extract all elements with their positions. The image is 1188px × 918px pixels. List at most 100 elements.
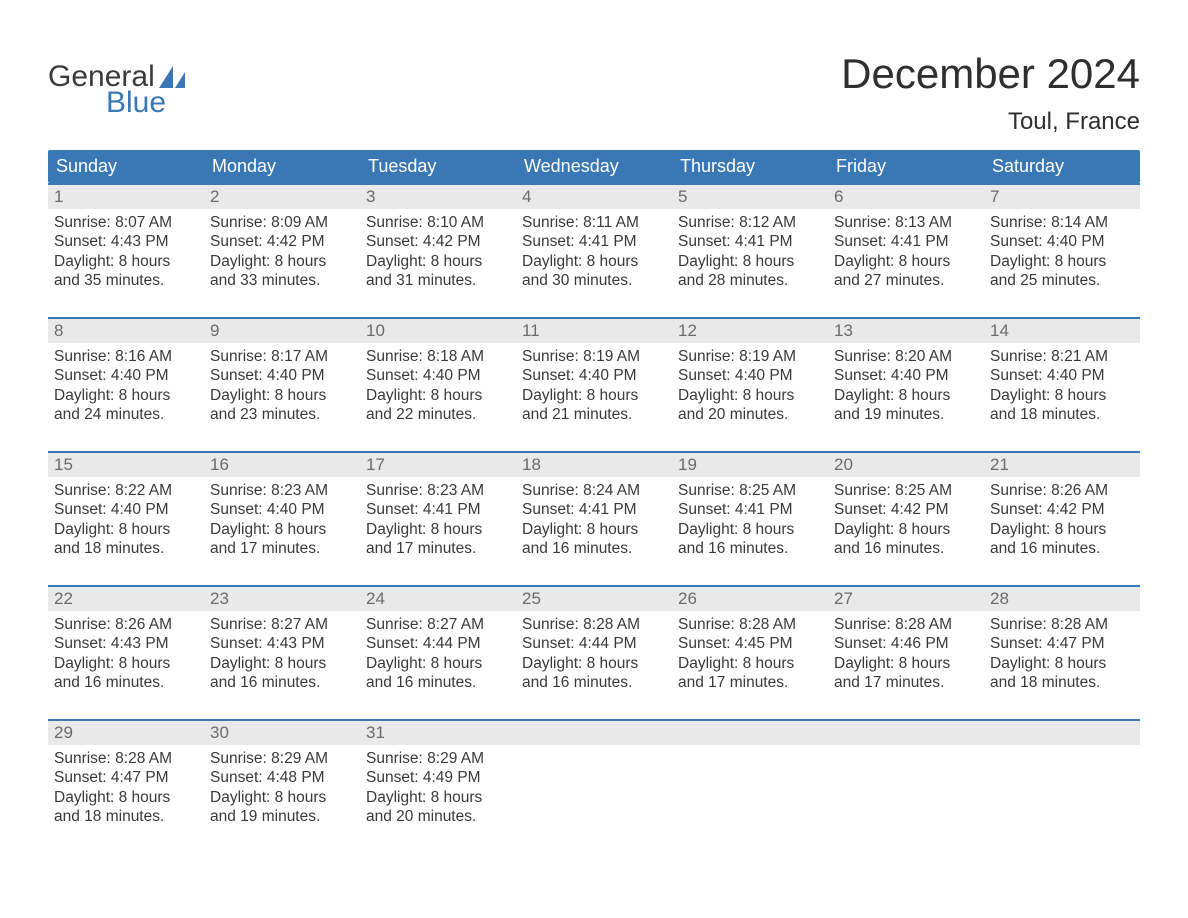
sunrise-line: Sunrise: 8:26 AM [990, 481, 1134, 500]
day-cell: 14Sunrise: 8:21 AMSunset: 4:40 PMDayligh… [984, 319, 1140, 437]
daylight-line: Daylight: 8 hours and 16 minutes. [678, 520, 822, 559]
day-body: Sunrise: 8:28 AMSunset: 4:44 PMDaylight:… [516, 611, 672, 699]
day-cell: 12Sunrise: 8:19 AMSunset: 4:40 PMDayligh… [672, 319, 828, 437]
day-number: 24 [360, 587, 516, 611]
sunrise-line: Sunrise: 8:16 AM [54, 347, 198, 366]
day-cell: 29Sunrise: 8:28 AMSunset: 4:47 PMDayligh… [48, 721, 204, 839]
day-body: Sunrise: 8:16 AMSunset: 4:40 PMDaylight:… [48, 343, 204, 431]
sunrise-line: Sunrise: 8:18 AM [366, 347, 510, 366]
day-number: 15 [48, 453, 204, 477]
weekday-label: Tuesday [360, 150, 516, 183]
day-number: 14 [984, 319, 1140, 343]
day-body: Sunrise: 8:23 AMSunset: 4:40 PMDaylight:… [204, 477, 360, 565]
day-cell: 22Sunrise: 8:26 AMSunset: 4:43 PMDayligh… [48, 587, 204, 705]
sunset-line: Sunset: 4:43 PM [54, 232, 198, 251]
day-body: Sunrise: 8:28 AMSunset: 4:47 PMDaylight:… [48, 745, 204, 833]
day-cell: 31Sunrise: 8:29 AMSunset: 4:49 PMDayligh… [360, 721, 516, 839]
day-body: Sunrise: 8:17 AMSunset: 4:40 PMDaylight:… [204, 343, 360, 431]
day-cell: 2Sunrise: 8:09 AMSunset: 4:42 PMDaylight… [204, 185, 360, 303]
sunset-line: Sunset: 4:41 PM [678, 232, 822, 251]
sunset-line: Sunset: 4:40 PM [54, 500, 198, 519]
day-body: Sunrise: 8:07 AMSunset: 4:43 PMDaylight:… [48, 209, 204, 297]
sunset-line: Sunset: 4:41 PM [522, 500, 666, 519]
day-cell: 15Sunrise: 8:22 AMSunset: 4:40 PMDayligh… [48, 453, 204, 571]
weekday-label: Friday [828, 150, 984, 183]
day-number [984, 721, 1140, 745]
day-number: 23 [204, 587, 360, 611]
sunset-line: Sunset: 4:40 PM [990, 232, 1134, 251]
brand-logo: General Blue [48, 50, 187, 118]
day-cell: 7Sunrise: 8:14 AMSunset: 4:40 PMDaylight… [984, 185, 1140, 303]
daylight-line: Daylight: 8 hours and 16 minutes. [210, 654, 354, 693]
day-body: Sunrise: 8:25 AMSunset: 4:41 PMDaylight:… [672, 477, 828, 565]
sunset-line: Sunset: 4:40 PM [522, 366, 666, 385]
day-cell: 3Sunrise: 8:10 AMSunset: 4:42 PMDaylight… [360, 185, 516, 303]
day-cell: 17Sunrise: 8:23 AMSunset: 4:41 PMDayligh… [360, 453, 516, 571]
day-cell: 11Sunrise: 8:19 AMSunset: 4:40 PMDayligh… [516, 319, 672, 437]
sunrise-line: Sunrise: 8:13 AM [834, 213, 978, 232]
sunset-line: Sunset: 4:41 PM [522, 232, 666, 251]
day-number: 25 [516, 587, 672, 611]
day-body: Sunrise: 8:12 AMSunset: 4:41 PMDaylight:… [672, 209, 828, 297]
day-body: Sunrise: 8:11 AMSunset: 4:41 PMDaylight:… [516, 209, 672, 297]
sunrise-line: Sunrise: 8:28 AM [990, 615, 1134, 634]
day-cell: 28Sunrise: 8:28 AMSunset: 4:47 PMDayligh… [984, 587, 1140, 705]
weekday-label: Saturday [984, 150, 1140, 183]
sunrise-line: Sunrise: 8:25 AM [678, 481, 822, 500]
daylight-line: Daylight: 8 hours and 31 minutes. [366, 252, 510, 291]
day-cell: 18Sunrise: 8:24 AMSunset: 4:41 PMDayligh… [516, 453, 672, 571]
sail-icon [159, 66, 187, 88]
day-number: 8 [48, 319, 204, 343]
sunset-line: Sunset: 4:42 PM [210, 232, 354, 251]
sunrise-line: Sunrise: 8:28 AM [834, 615, 978, 634]
day-number: 31 [360, 721, 516, 745]
day-number: 18 [516, 453, 672, 477]
sunset-line: Sunset: 4:48 PM [210, 768, 354, 787]
day-cell: 5Sunrise: 8:12 AMSunset: 4:41 PMDaylight… [672, 185, 828, 303]
sunset-line: Sunset: 4:40 PM [834, 366, 978, 385]
day-number: 4 [516, 185, 672, 209]
day-body: Sunrise: 8:29 AMSunset: 4:49 PMDaylight:… [360, 745, 516, 833]
day-number: 5 [672, 185, 828, 209]
daylight-line: Daylight: 8 hours and 20 minutes. [366, 788, 510, 827]
day-body: Sunrise: 8:22 AMSunset: 4:40 PMDaylight:… [48, 477, 204, 565]
sunset-line: Sunset: 4:43 PM [210, 634, 354, 653]
sunset-line: Sunset: 4:44 PM [522, 634, 666, 653]
sunset-line: Sunset: 4:41 PM [834, 232, 978, 251]
day-number: 2 [204, 185, 360, 209]
daylight-line: Daylight: 8 hours and 21 minutes. [522, 386, 666, 425]
daylight-line: Daylight: 8 hours and 35 minutes. [54, 252, 198, 291]
day-number: 13 [828, 319, 984, 343]
sunset-line: Sunset: 4:43 PM [54, 634, 198, 653]
day-body: Sunrise: 8:29 AMSunset: 4:48 PMDaylight:… [204, 745, 360, 833]
sunset-line: Sunset: 4:41 PM [366, 500, 510, 519]
sunset-line: Sunset: 4:49 PM [366, 768, 510, 787]
day-cell: 1Sunrise: 8:07 AMSunset: 4:43 PMDaylight… [48, 185, 204, 303]
sunrise-line: Sunrise: 8:20 AM [834, 347, 978, 366]
daylight-line: Daylight: 8 hours and 16 minutes. [834, 520, 978, 559]
day-number: 16 [204, 453, 360, 477]
day-number: 17 [360, 453, 516, 477]
sunrise-line: Sunrise: 8:27 AM [210, 615, 354, 634]
week-row: 29Sunrise: 8:28 AMSunset: 4:47 PMDayligh… [48, 719, 1140, 839]
week-row: 22Sunrise: 8:26 AMSunset: 4:43 PMDayligh… [48, 585, 1140, 705]
daylight-line: Daylight: 8 hours and 16 minutes. [366, 654, 510, 693]
day-body: Sunrise: 8:26 AMSunset: 4:43 PMDaylight:… [48, 611, 204, 699]
sunset-line: Sunset: 4:46 PM [834, 634, 978, 653]
day-cell: 6Sunrise: 8:13 AMSunset: 4:41 PMDaylight… [828, 185, 984, 303]
daylight-line: Daylight: 8 hours and 16 minutes. [990, 520, 1134, 559]
sunset-line: Sunset: 4:40 PM [54, 366, 198, 385]
daylight-line: Daylight: 8 hours and 24 minutes. [54, 386, 198, 425]
day-number: 6 [828, 185, 984, 209]
title-block: December 2024 Toul, France [841, 50, 1140, 136]
day-number: 26 [672, 587, 828, 611]
day-number: 3 [360, 185, 516, 209]
sunrise-line: Sunrise: 8:10 AM [366, 213, 510, 232]
day-number: 30 [204, 721, 360, 745]
sunrise-line: Sunrise: 8:21 AM [990, 347, 1134, 366]
day-number: 11 [516, 319, 672, 343]
day-cell: 27Sunrise: 8:28 AMSunset: 4:46 PMDayligh… [828, 587, 984, 705]
day-cell [672, 721, 828, 839]
day-number [672, 721, 828, 745]
sunrise-line: Sunrise: 8:19 AM [678, 347, 822, 366]
